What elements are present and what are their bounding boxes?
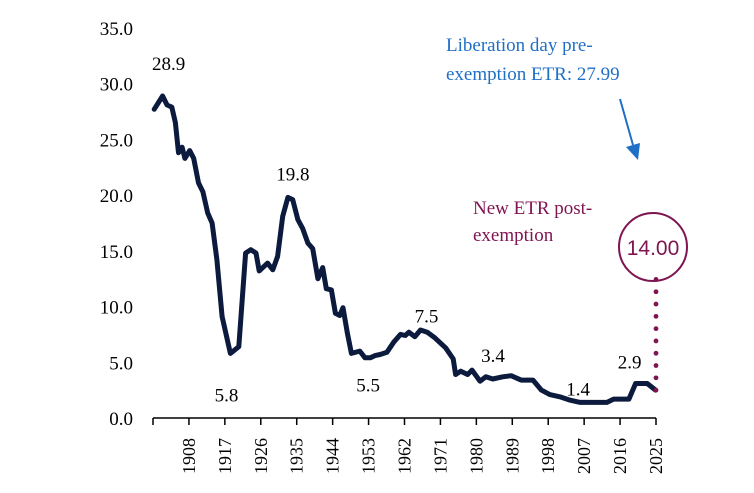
- arrow-down-icon: [619, 98, 634, 146]
- data-label: 28.9: [152, 54, 185, 75]
- y-tick-label: 5.0: [109, 353, 133, 374]
- dot: [653, 301, 659, 307]
- x-tick-label: 1980: [466, 438, 486, 474]
- dot: [653, 326, 659, 332]
- dot: [653, 289, 659, 295]
- data-label: 3.4: [481, 346, 505, 367]
- pre-exemption-label-line1: Liberation day pre-: [446, 35, 593, 56]
- dot: [653, 350, 659, 356]
- x-tick-label: 1998: [538, 438, 558, 474]
- y-tick-label: 35.0: [100, 19, 133, 40]
- x-tick-label: 1971: [430, 438, 450, 474]
- data-label: 7.5: [415, 306, 439, 327]
- x-tick-label: 2007: [574, 438, 594, 474]
- post-exemption-dotted-line: [653, 277, 659, 393]
- y-tick-label: 20.0: [100, 186, 133, 207]
- data-label: 19.8: [276, 164, 309, 185]
- post-exemption-value: 14.00: [627, 237, 680, 260]
- pre-exemption-annotation: Liberation day pre- exemption ETR: 27.99: [446, 35, 640, 160]
- dot: [653, 375, 659, 381]
- y-axis: 0.0 5.0 10.0 15.0 20.0 25.0 30.0 35.0: [100, 19, 133, 430]
- dot: [653, 313, 659, 319]
- post-exemption-label-line1: New ETR post-: [473, 198, 592, 219]
- x-tick-label: 1926: [251, 438, 271, 474]
- series-line: [151, 93, 659, 405]
- post-exemption-value-circle: [618, 212, 688, 282]
- x-tick-label: 1935: [287, 438, 307, 474]
- x-tick-label: 1944: [323, 438, 343, 474]
- data-label: 2.9: [618, 353, 642, 374]
- data-labels: 28.9 5.8 19.8 5.5 7.5 3.4 1.4 2.9: [152, 54, 642, 406]
- arrow-head-icon: [626, 143, 640, 160]
- x-axis: 1908 1917 1926 1935 1944 1953 1962 1971 1980 1989…: [152, 417, 666, 474]
- x-tick-label: 2016: [610, 438, 630, 474]
- x-tick-label: 1989: [502, 438, 522, 474]
- dot: [653, 363, 659, 368]
- x-tick-label: 1962: [395, 438, 415, 474]
- x-tick-label: 1917: [215, 438, 235, 474]
- data-label: 5.5: [356, 376, 380, 397]
- post-exemption-annotation: New ETR post- exemption 14.00: [473, 198, 688, 393]
- pre-exemption-label-line2: exemption ETR: 27.99: [446, 64, 620, 85]
- y-tick-label: 0.0: [109, 409, 133, 430]
- y-tick-label: 30.0: [100, 75, 133, 96]
- dot: [653, 387, 659, 393]
- x-tick-label: 1953: [359, 438, 379, 474]
- x-tick-label: 1908: [179, 438, 199, 474]
- dot: [653, 277, 659, 282]
- data-label: 1.4: [566, 379, 590, 400]
- y-tick-label: 25.0: [100, 130, 133, 151]
- x-tick-label: 2025: [646, 438, 666, 474]
- data-label: 5.8: [215, 385, 239, 406]
- post-exemption-label-line2: exemption: [473, 225, 554, 246]
- y-tick-label: 15.0: [100, 242, 133, 263]
- dot: [653, 338, 659, 344]
- y-tick-label: 10.0: [100, 298, 133, 319]
